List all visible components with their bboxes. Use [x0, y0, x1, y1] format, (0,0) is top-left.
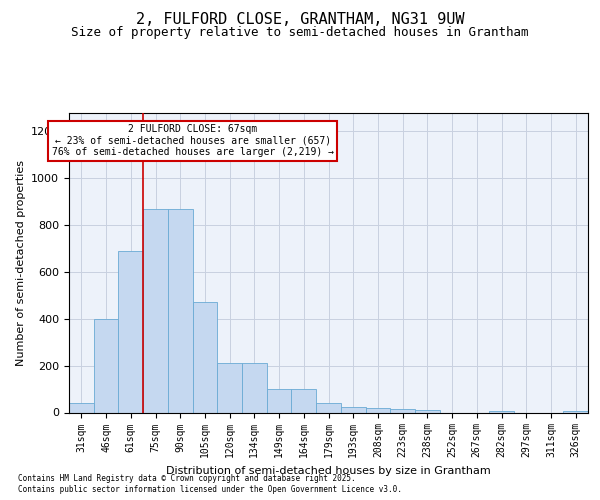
Y-axis label: Number of semi-detached properties: Number of semi-detached properties: [16, 160, 26, 366]
Bar: [193, 302, 217, 412]
Text: 2, FULFORD CLOSE, GRANTHAM, NG31 9UW: 2, FULFORD CLOSE, GRANTHAM, NG31 9UW: [136, 12, 464, 28]
Bar: [69, 403, 94, 412]
Bar: [390, 409, 415, 412]
Bar: [94, 319, 118, 412]
Bar: [242, 364, 267, 412]
Bar: [168, 208, 193, 412]
Text: Size of property relative to semi-detached houses in Grantham: Size of property relative to semi-detach…: [71, 26, 529, 39]
Bar: [118, 251, 143, 412]
Bar: [267, 389, 292, 412]
Bar: [316, 403, 341, 412]
X-axis label: Distribution of semi-detached houses by size in Grantham: Distribution of semi-detached houses by …: [166, 466, 491, 476]
Bar: [415, 410, 440, 412]
Text: Contains public sector information licensed under the Open Government Licence v3: Contains public sector information licen…: [18, 485, 402, 494]
Bar: [217, 364, 242, 412]
Bar: [143, 208, 168, 412]
Bar: [341, 406, 365, 412]
Text: 2 FULFORD CLOSE: 67sqm
← 23% of semi-detached houses are smaller (657)
76% of se: 2 FULFORD CLOSE: 67sqm ← 23% of semi-det…: [52, 124, 334, 158]
Text: Contains HM Land Registry data © Crown copyright and database right 2025.: Contains HM Land Registry data © Crown c…: [18, 474, 356, 483]
Bar: [365, 408, 390, 412]
Bar: [292, 389, 316, 412]
